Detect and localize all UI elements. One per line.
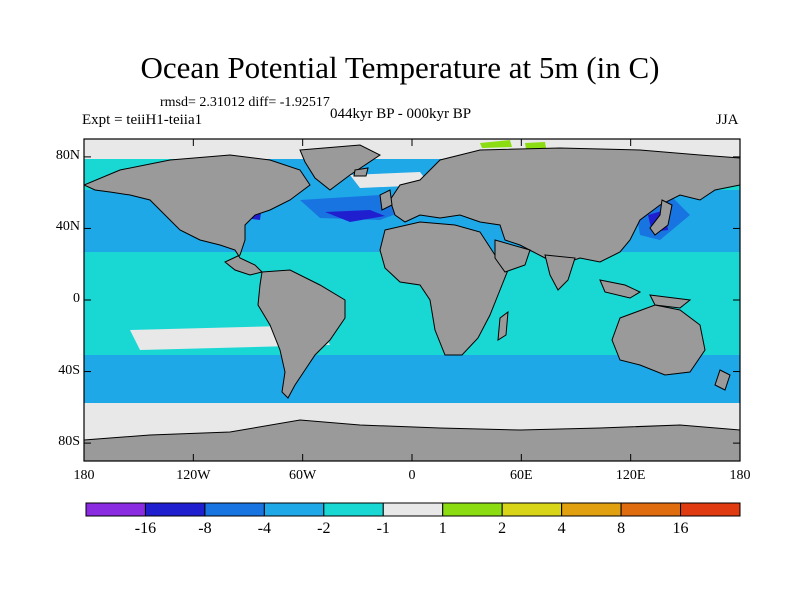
south-america xyxy=(257,269,346,399)
australia xyxy=(611,304,706,376)
lon-label: 120W xyxy=(176,468,211,483)
africa xyxy=(379,221,511,356)
colorbar-label: -8 xyxy=(198,520,212,537)
lat-label: 80N xyxy=(55,147,80,163)
colorbar-label: 1 xyxy=(438,520,447,537)
lon-label: 60E xyxy=(510,468,533,483)
tick-marks xyxy=(83,139,741,461)
barents-warm-2 xyxy=(525,142,546,149)
colorbar-label: 4 xyxy=(557,520,566,537)
north-america xyxy=(84,154,311,276)
period-label: 044kyr BP - 000kyr BP xyxy=(330,106,472,122)
barents-warm-1 xyxy=(480,140,512,148)
stats-text: rmsd= 2.31012 diff= -1.92517 xyxy=(160,95,330,110)
colorbar-swatch xyxy=(680,502,741,517)
colorbar-label: 8 xyxy=(617,520,626,537)
indonesia xyxy=(599,279,642,299)
colorbar-swatch xyxy=(144,502,206,517)
lat-label: 40S xyxy=(58,362,80,378)
greenland xyxy=(299,144,381,191)
india xyxy=(544,254,576,291)
new-zealand xyxy=(714,369,731,391)
colorbar-swatch xyxy=(442,502,503,517)
south-pacific-cool xyxy=(84,365,264,390)
lat-label: 0 xyxy=(73,291,80,306)
experiment-label: Expt = teiiH1-teiia1 xyxy=(82,112,203,128)
british-isles xyxy=(379,189,393,211)
lat-label: 80S xyxy=(58,434,80,450)
japan xyxy=(649,199,673,236)
lon-label: 0 xyxy=(408,468,416,483)
land xyxy=(84,144,740,461)
season-label: JJA xyxy=(716,112,739,128)
map-title: Ocean Potential Temperature at 5m (in C) xyxy=(140,50,660,85)
madagascar xyxy=(497,310,509,341)
lon-label: 60W xyxy=(289,468,317,483)
lon-label: 180 xyxy=(729,468,751,483)
lon-label: 120E xyxy=(615,468,646,483)
eurasia xyxy=(389,147,740,266)
colorbar-swatch xyxy=(501,502,563,517)
colorbar-swatch xyxy=(323,502,384,517)
colorbar-label: -16 xyxy=(134,520,157,537)
colorbar-swatch xyxy=(561,502,622,517)
colorbar-label: 16 xyxy=(672,520,689,537)
iceland xyxy=(353,167,369,177)
colorbar-label: -2 xyxy=(317,520,331,537)
lon-label: 180 xyxy=(73,468,95,483)
arabia xyxy=(494,239,531,273)
colorbar-label: 2 xyxy=(498,520,507,537)
colorbar-label: -1 xyxy=(376,520,390,537)
colorbar-swatch xyxy=(85,502,146,517)
colorbar xyxy=(85,502,741,517)
north-atlantic-coldest xyxy=(325,210,385,222)
colorbar-swatch xyxy=(620,502,682,517)
lat-label: 40N xyxy=(55,219,80,235)
antarctica xyxy=(84,419,740,461)
colorbar-label: -4 xyxy=(257,520,272,537)
colorbar-swatch xyxy=(263,502,325,517)
colorbar-swatch xyxy=(382,502,444,517)
new-guinea xyxy=(649,294,692,309)
colorbar-swatch xyxy=(204,502,265,517)
map-area xyxy=(84,139,740,461)
